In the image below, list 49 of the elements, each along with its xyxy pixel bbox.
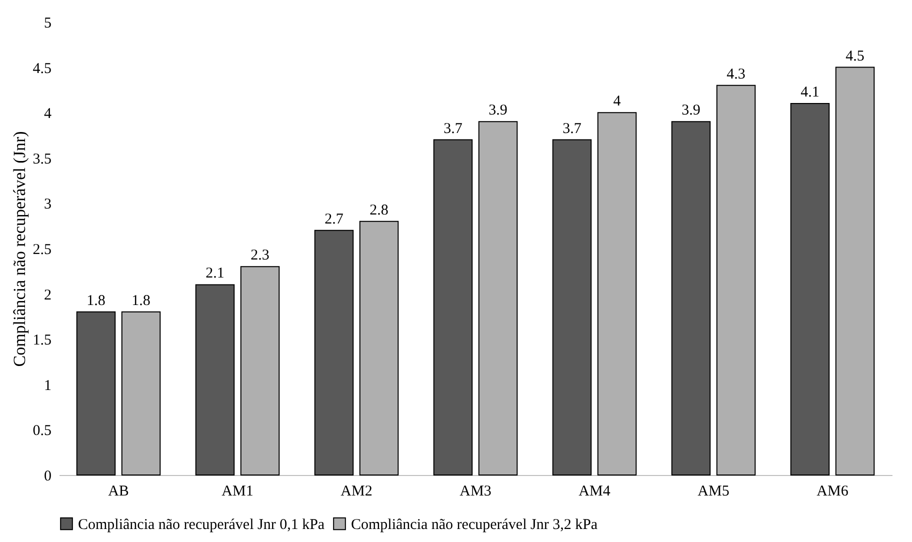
bar xyxy=(240,266,280,476)
x-tick-label: AM1 xyxy=(222,484,254,500)
x-tick-label: AM4 xyxy=(578,484,611,500)
y-tick-label: 4 xyxy=(44,106,52,122)
data-label: 1.8 xyxy=(86,292,106,309)
y-axis-title: Compliância não recuperável (Jnr) xyxy=(10,131,29,367)
y-tick-label: 2.5 xyxy=(32,242,52,258)
bar xyxy=(716,84,756,476)
bar xyxy=(433,139,473,476)
x-tick-label: AM6 xyxy=(816,484,849,500)
bar xyxy=(835,66,875,476)
data-label: 3.7 xyxy=(562,120,582,137)
data-label: 4.5 xyxy=(846,48,864,64)
y-tick-label: 1 xyxy=(44,378,52,394)
data-label: 3.9 xyxy=(488,102,508,119)
x-tick-label: AB xyxy=(108,484,129,500)
x-tick-label: AM5 xyxy=(698,484,730,500)
y-tick-label: 1.5 xyxy=(32,332,52,349)
bar xyxy=(671,121,711,476)
data-label: 2.3 xyxy=(250,248,270,264)
bar xyxy=(314,230,354,476)
bar xyxy=(790,103,830,476)
data-label: 3.9 xyxy=(682,102,700,119)
y-tick-label: 2 xyxy=(44,287,52,304)
bar xyxy=(76,311,116,476)
x-tick-label: AM3 xyxy=(460,484,492,500)
data-label: 4 xyxy=(613,94,622,110)
y-tick-label: 5 xyxy=(44,16,52,32)
legend-label: Compliância não recuperável Jnr 3,2 kPa xyxy=(351,516,598,533)
y-tick-label: 3 xyxy=(44,196,52,213)
y-tick-label: 3.5 xyxy=(32,151,52,168)
data-label: 1.8 xyxy=(132,292,150,309)
y-tick-label: 4.5 xyxy=(32,60,52,77)
bar xyxy=(597,112,637,476)
data-label: 4.3 xyxy=(726,66,746,82)
legend-label: Compliância não recuperável Jnr 0,1 kPa xyxy=(78,516,325,533)
data-label: 2.1 xyxy=(206,266,224,282)
data-label: 2.7 xyxy=(324,211,344,228)
bar xyxy=(478,121,518,476)
bar xyxy=(121,311,161,476)
y-tick-label: 0 xyxy=(44,468,52,484)
bar xyxy=(552,139,592,476)
data-label: 2.8 xyxy=(370,202,388,218)
data-label: 3.7 xyxy=(444,120,463,137)
bar xyxy=(359,220,399,476)
bar xyxy=(195,284,235,476)
x-tick-label: AM2 xyxy=(340,484,372,500)
y-tick-label: 0.5 xyxy=(32,423,52,440)
data-label: 4.1 xyxy=(800,84,820,101)
